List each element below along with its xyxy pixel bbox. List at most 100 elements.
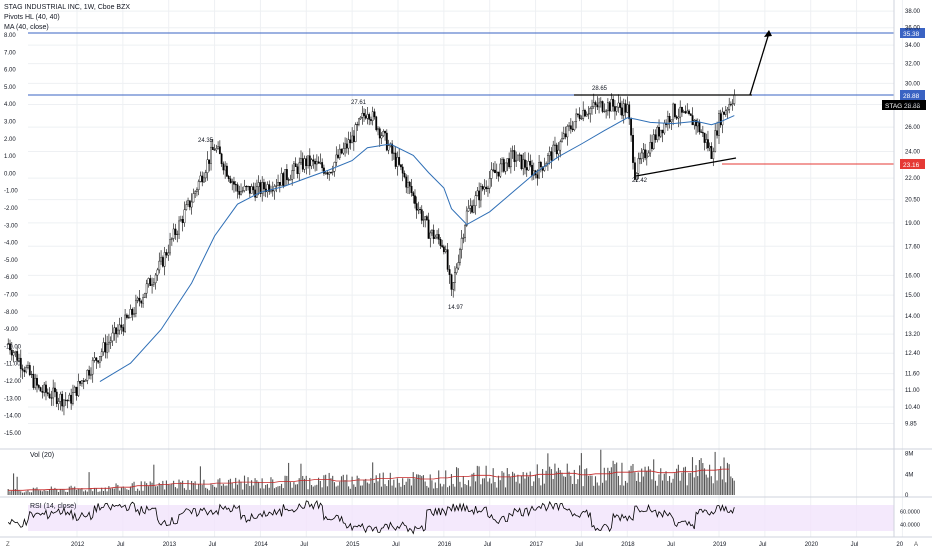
- volume-bar: [703, 468, 706, 495]
- candle-body: [337, 154, 339, 158]
- volume-bar: [368, 483, 370, 495]
- volume-bar: [412, 472, 414, 495]
- candle-body: [502, 159, 505, 172]
- candle-body: [215, 148, 218, 151]
- volume-bar: [429, 474, 431, 495]
- volume-bar: [176, 488, 178, 495]
- candle-body: [73, 386, 76, 393]
- volume-bar: [328, 472, 330, 495]
- volume-bar: [258, 481, 260, 495]
- volume-bar: [433, 488, 435, 495]
- candle-body: [394, 152, 397, 167]
- candle-body: [229, 178, 232, 183]
- volume-bar: [32, 487, 34, 495]
- volume-bar: [709, 464, 711, 495]
- volume-bar: [115, 483, 117, 495]
- rsi-pane-label[interactable]: RSI (14, close): [30, 503, 77, 510]
- candle-body: [129, 309, 132, 318]
- candle-body: [63, 399, 65, 407]
- volume-bar: [723, 457, 725, 495]
- candle-body: [608, 102, 611, 112]
- candle-body: [97, 360, 100, 363]
- auto-scale-icon[interactable]: A: [914, 542, 918, 548]
- left-tick-label: -5.00: [4, 258, 18, 264]
- candle-body: [612, 99, 615, 107]
- volume-bar: [485, 465, 487, 495]
- volume-bar: [183, 488, 185, 495]
- candle-body: [515, 159, 518, 162]
- candle-body: [238, 191, 241, 195]
- volume-bar: [693, 477, 695, 495]
- volume-bar: [720, 466, 722, 495]
- volume-bar: [61, 489, 63, 495]
- candle-body: [95, 357, 98, 361]
- right-tick-label: 36.00: [905, 26, 921, 32]
- volume-bar: [296, 484, 298, 495]
- volume-bar: [480, 484, 482, 495]
- volume-bar: [600, 449, 602, 495]
- candle-body: [710, 146, 713, 159]
- volume-bar: [586, 468, 588, 495]
- candle-body: [373, 111, 376, 118]
- candle-body: [684, 111, 687, 114]
- candle-body: [248, 186, 251, 194]
- candle-body: [19, 357, 22, 369]
- volume-bar: [612, 460, 614, 495]
- volume-bar: [279, 486, 281, 495]
- candle-body: [240, 191, 242, 195]
- candle-body: [522, 159, 525, 169]
- volume-bar: [25, 491, 27, 495]
- candle-body: [513, 150, 516, 162]
- volume-bar: [579, 465, 581, 495]
- candle-body: [364, 115, 367, 119]
- volume-bar: [128, 489, 130, 495]
- volume-bar: [41, 491, 43, 495]
- volume-bar: [725, 482, 727, 495]
- volume-bar: [690, 472, 692, 495]
- support-line[interactable]: [635, 157, 737, 177]
- volume-bar: [564, 476, 567, 495]
- volume-bar: [573, 469, 575, 495]
- volume-bar: [520, 475, 522, 495]
- candle-body: [298, 162, 301, 174]
- volume-bar: [326, 486, 328, 495]
- left-tick-label: -4.00: [4, 241, 18, 247]
- candle-body: [347, 139, 350, 149]
- candle-body: [403, 172, 406, 178]
- volume-bar: [665, 471, 667, 495]
- volume-bar: [501, 471, 503, 495]
- volume-bar: [194, 481, 196, 495]
- volume-bar: [147, 486, 149, 495]
- pivots-indicator-label[interactable]: Pivots HL (40, 40): [4, 14, 60, 21]
- left-tick-label: -9.00: [4, 327, 18, 333]
- candle-body: [79, 381, 82, 384]
- candle-body: [321, 162, 324, 169]
- left-tick-label: -7.00: [4, 293, 18, 299]
- price-tag-current: [900, 90, 925, 100]
- timezone-icon[interactable]: Z: [6, 542, 10, 548]
- volume-bar: [360, 485, 362, 495]
- volume-ma-line: [8, 468, 730, 491]
- candle-body: [557, 149, 560, 155]
- candle-body: [308, 155, 311, 167]
- candle-body: [12, 352, 15, 356]
- candle-body: [179, 219, 182, 222]
- volume-bar: [679, 480, 681, 495]
- volume-bar: [419, 474, 421, 495]
- target-arrow-line[interactable]: [749, 32, 770, 96]
- volume-bar: [54, 487, 56, 495]
- volume-pane-label[interactable]: Vol (20): [30, 452, 55, 459]
- candle-body: [41, 391, 44, 393]
- time-tick-label: 2013: [163, 542, 177, 548]
- volume-bar: [487, 481, 489, 495]
- volume-bar: [138, 490, 140, 495]
- volume-bar: [510, 477, 512, 495]
- ma-indicator-label[interactable]: MA (40, close): [4, 24, 49, 31]
- candle-body: [617, 102, 620, 108]
- candle-body: [700, 131, 703, 133]
- volume-bar: [363, 479, 365, 495]
- right-tick-label: 13.20: [905, 332, 921, 338]
- candle-body: [578, 114, 581, 119]
- volume-bar: [653, 459, 655, 495]
